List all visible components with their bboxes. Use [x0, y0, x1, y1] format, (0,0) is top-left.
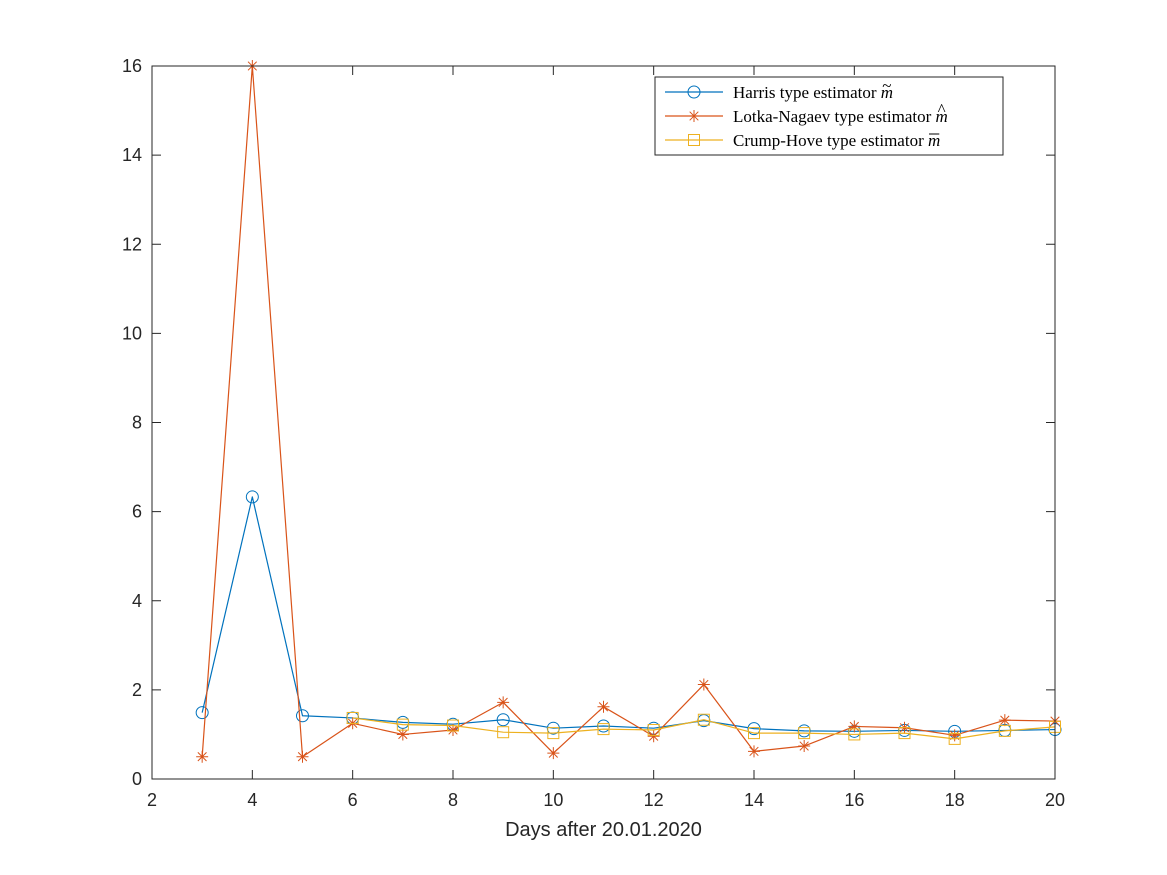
legend-marker — [688, 134, 700, 146]
legend-item: Crump-Hove type estimator m — [665, 131, 940, 150]
data-point — [296, 750, 309, 763]
x-tick-label: 18 — [945, 790, 965, 810]
series-line — [352, 717, 1056, 740]
data-point — [245, 490, 259, 504]
legend-label: Crump-Hove type estimator m — [733, 131, 940, 150]
y-tick-label: 4 — [132, 591, 142, 611]
x-tick-label: 10 — [543, 790, 563, 810]
data-point — [898, 727, 911, 740]
data-point — [447, 723, 459, 736]
y-tick-label: 2 — [132, 680, 142, 700]
data-point — [998, 714, 1011, 727]
data-point — [346, 711, 359, 724]
y-tick-label: 8 — [132, 413, 142, 433]
x-tick-label: 12 — [644, 790, 664, 810]
legend-symbol: m — [936, 107, 948, 126]
legend-item: Harris type estimator m~ — [665, 76, 893, 102]
data-point — [697, 678, 710, 691]
legend: Harris type estimator m~Lotka-Nagaev typ… — [654, 76, 1004, 156]
x-tick-label: 14 — [744, 790, 764, 810]
axes-box — [151, 65, 1056, 780]
data-point — [748, 745, 760, 758]
x-tick-label: 16 — [844, 790, 864, 810]
data-point — [798, 727, 811, 740]
series-line — [201, 496, 1056, 732]
legend-label: Lotka-Nagaev type estimator m — [733, 107, 948, 126]
legend-marker — [687, 85, 701, 99]
data-point — [396, 728, 409, 741]
data-point — [547, 727, 560, 740]
x-tick-label: 2 — [147, 790, 157, 810]
data-point — [647, 723, 660, 736]
y-tick-label: 14 — [122, 145, 142, 165]
data-point — [496, 713, 510, 727]
data-point — [948, 732, 961, 745]
legend-symbol-accent: ^ — [938, 100, 946, 119]
data-point — [647, 730, 660, 743]
y-tick-label: 10 — [122, 323, 142, 343]
data-point — [798, 740, 811, 753]
y-tick-label: 12 — [122, 234, 142, 254]
data-point — [998, 724, 1011, 737]
y-tick-label: 6 — [132, 502, 142, 522]
data-point — [396, 718, 409, 731]
x-tick-label: 4 — [247, 790, 257, 810]
data-point — [848, 728, 861, 741]
data-point — [848, 720, 861, 733]
data-point — [748, 727, 760, 740]
legend-symbol-accent: ~ — [882, 76, 891, 95]
data-point — [447, 719, 459, 732]
legend-item: Lotka-Nagaev type estimator m^ — [665, 100, 948, 126]
data-point — [497, 696, 510, 709]
x-tick-label: 6 — [348, 790, 358, 810]
y-tick-label: 16 — [122, 56, 142, 76]
legend-symbol: m — [928, 131, 940, 150]
data-point — [296, 709, 309, 723]
data-point — [195, 706, 209, 720]
data-point — [697, 713, 710, 726]
legend-marker — [688, 110, 700, 122]
data-point — [597, 700, 610, 713]
x-tick-label: 20 — [1045, 790, 1065, 810]
data-point — [497, 726, 510, 739]
legend-symbol: m — [881, 83, 893, 102]
x-axis-title: Days after 20.01.2020 — [505, 819, 702, 841]
series-layer — [195, 60, 1062, 763]
data-point — [547, 747, 560, 760]
data-point — [948, 729, 961, 742]
y-tick-label: 0 — [132, 769, 142, 789]
data-point — [597, 723, 610, 736]
legend-label: Harris type estimator m — [733, 83, 893, 102]
series-line — [201, 65, 1056, 758]
data-point — [196, 750, 209, 763]
x-tick-label: 8 — [448, 790, 458, 810]
